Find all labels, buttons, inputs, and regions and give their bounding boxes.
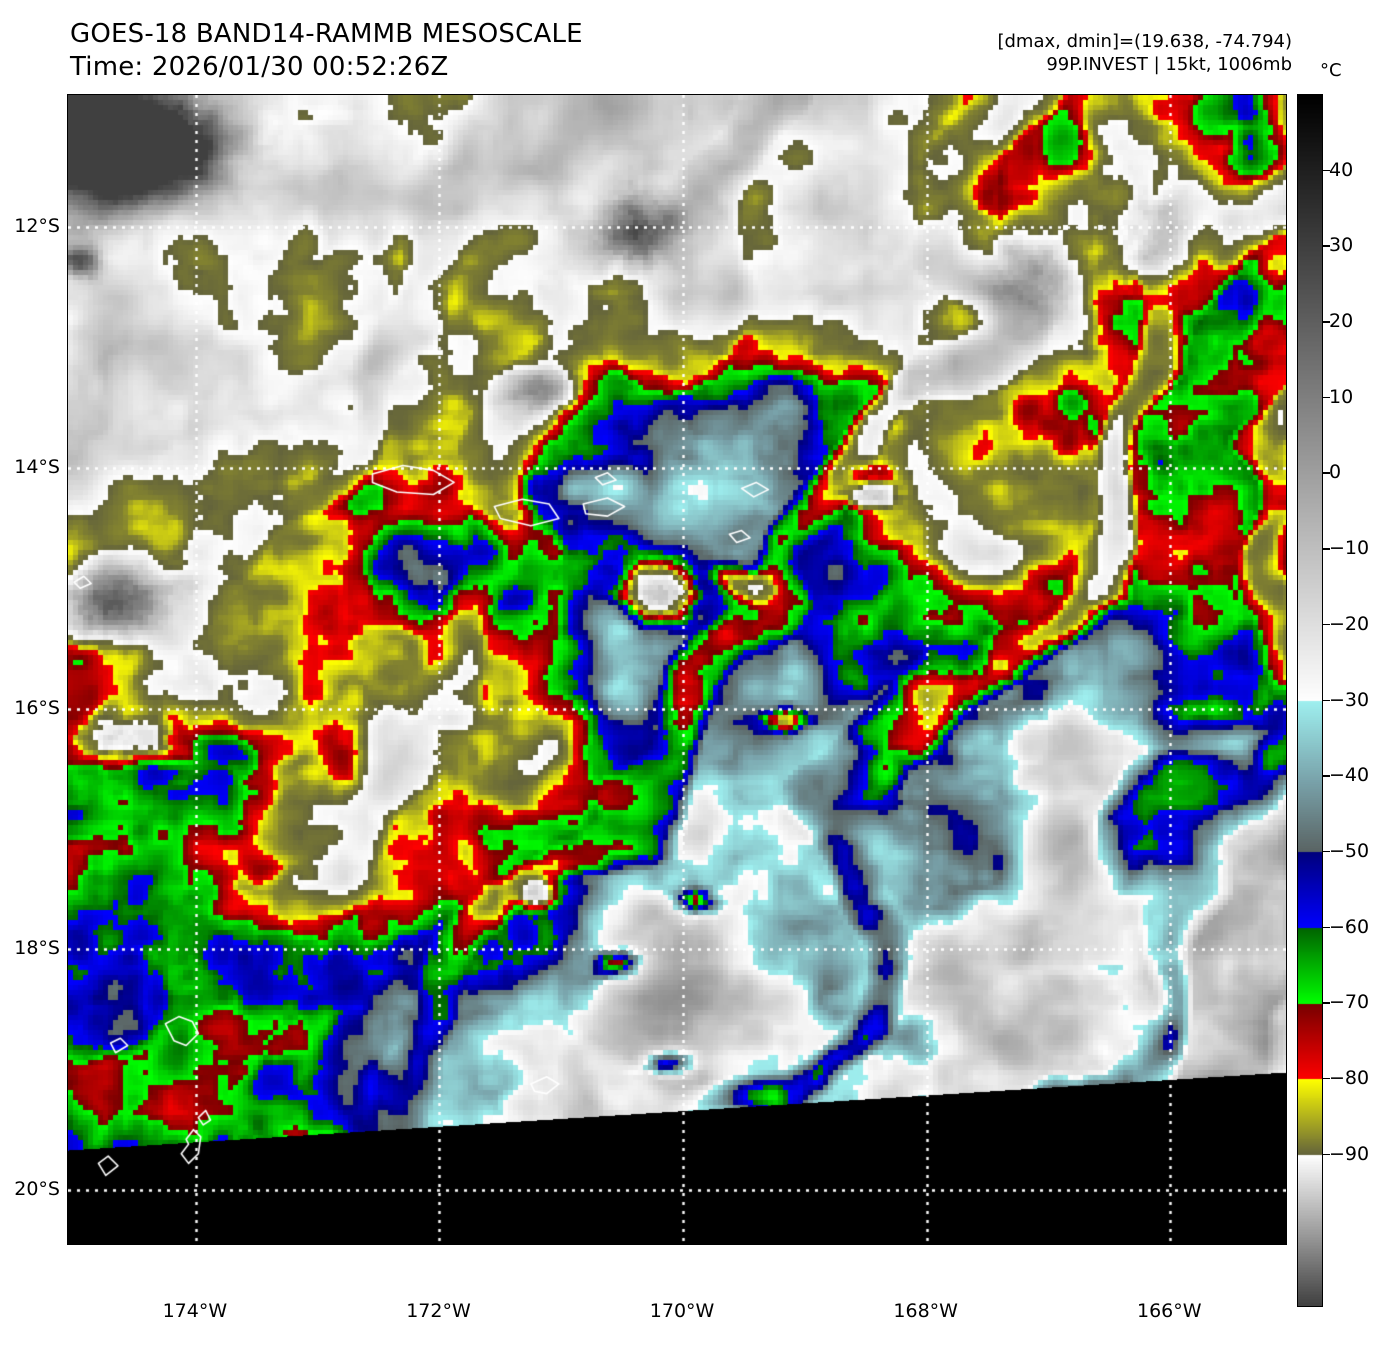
colorbar-tick-label: −30 bbox=[1329, 688, 1370, 711]
timestamp-label: Time: 2026/01/30 00:52:26Z bbox=[70, 52, 449, 82]
colorbar-tick-mark bbox=[1322, 1077, 1330, 1080]
colorbar-tick-mark bbox=[1322, 472, 1330, 474]
colorbar-unit-label: °C bbox=[1320, 60, 1342, 81]
colorbar-tick-mark bbox=[1322, 850, 1330, 853]
page-title: GOES-18 BAND14-RAMMB MESOSCALE bbox=[70, 19, 583, 49]
colorbar-tick-label: −50 bbox=[1329, 839, 1370, 862]
colorbar-tick-mark bbox=[1322, 321, 1330, 323]
colorbar-tick-mark bbox=[1322, 926, 1330, 929]
colorbar-tick-mark bbox=[1322, 1002, 1330, 1004]
temperature-colorbar[interactable] bbox=[1297, 94, 1323, 1307]
colorbar-tick-label: −80 bbox=[1329, 1066, 1370, 1089]
x-axis-tick-label: 166°W bbox=[1137, 1300, 1202, 1322]
header-left: GOES-18 BAND14-RAMMB MESOSCALE Time: 202… bbox=[70, 18, 583, 84]
colorbar-tick-label: −40 bbox=[1329, 764, 1370, 787]
x-axis-tick-label: 168°W bbox=[893, 1300, 958, 1322]
x-axis-tick-label: 174°W bbox=[162, 1300, 228, 1322]
colorbar-tick-mark bbox=[1322, 396, 1330, 399]
colorbar-tick-label: −10 bbox=[1329, 537, 1370, 560]
colorbar-tick-mark bbox=[1322, 775, 1330, 777]
colorbar-tick-label: −20 bbox=[1329, 612, 1370, 635]
copyright-label: Copyright © 2020-2026 Dapiya bbox=[78, 1275, 436, 1299]
x-axis-tick-label: 170°W bbox=[649, 1300, 715, 1322]
satellite-image-plot[interactable] bbox=[67, 94, 1287, 1245]
colorbar-tick-mark bbox=[1322, 1153, 1330, 1156]
colorbar-tick-mark bbox=[1322, 623, 1330, 626]
storm-info-label: 99P.INVEST | 15kt, 1006mb bbox=[1046, 54, 1292, 75]
y-axis-tick-label: 12°S bbox=[14, 215, 60, 238]
colorbar-tick-label: 40 bbox=[1329, 158, 1354, 181]
colorbar-tick-mark bbox=[1322, 245, 1330, 247]
colorbar-tick-mark bbox=[1322, 699, 1330, 701]
y-axis-tick-label: 16°S bbox=[14, 696, 60, 719]
data-minmax-label: [dmax, dmin]=(19.638, -74.794) bbox=[997, 31, 1292, 52]
colorbar-tick-label: −60 bbox=[1329, 915, 1370, 938]
colorbar-tick-label: 0 bbox=[1329, 461, 1342, 484]
colorbar-tick-mark bbox=[1322, 548, 1330, 550]
x-axis-tick-label: 172°W bbox=[406, 1300, 471, 1322]
colorbar-tick-label: 20 bbox=[1329, 310, 1354, 333]
header-right: [dmax, dmin]=(19.638, -74.794) 99P.INVES… bbox=[997, 30, 1292, 76]
colorbar-tick-label: 10 bbox=[1329, 385, 1354, 408]
colorbar-tick-label: −70 bbox=[1329, 991, 1370, 1014]
colorbar-gradient bbox=[1298, 95, 1322, 1306]
colorbar-tick-label: 30 bbox=[1329, 234, 1354, 257]
infrared-satellite-canvas bbox=[68, 95, 1286, 1244]
y-axis-tick-label: 20°S bbox=[14, 1177, 60, 1200]
y-axis-tick-label: 14°S bbox=[14, 455, 60, 478]
y-axis-tick-label: 18°S bbox=[14, 937, 60, 960]
colorbar-tick-label: −90 bbox=[1329, 1142, 1370, 1165]
colorbar-tick-mark bbox=[1322, 169, 1330, 172]
